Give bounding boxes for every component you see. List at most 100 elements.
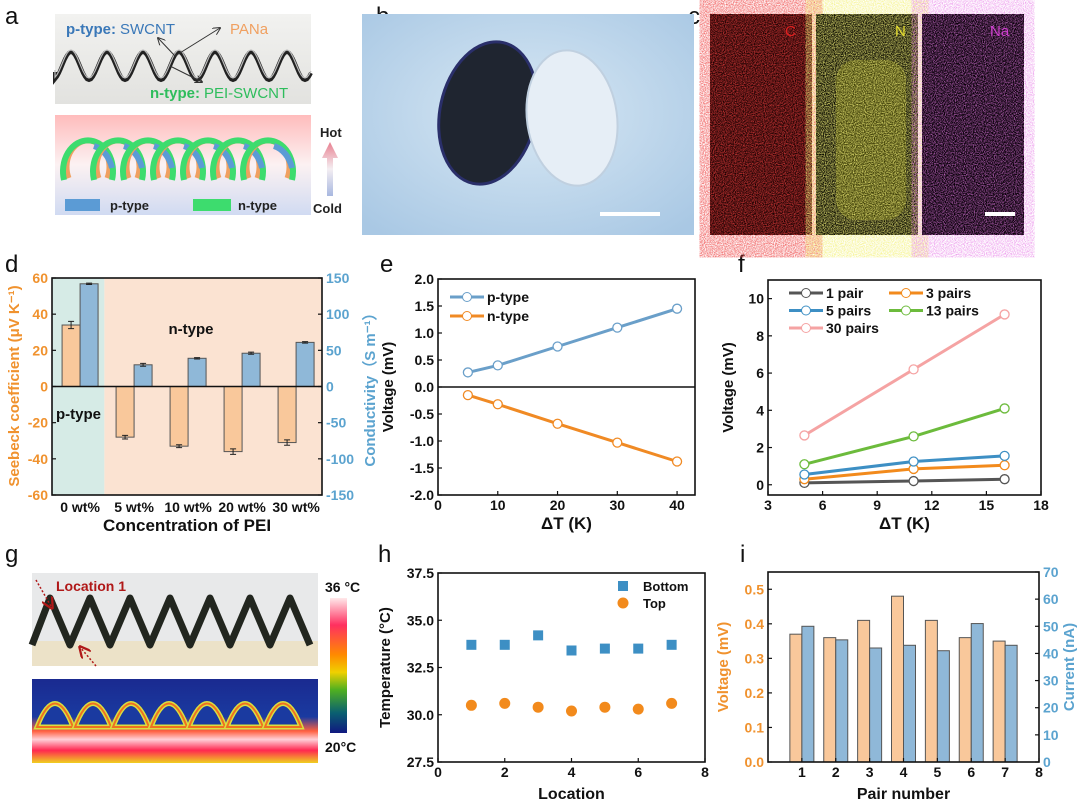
x-tick-label: 8 [701,764,709,780]
pointer-arrow [169,65,202,82]
y-tick-label: 30.0 [407,707,434,723]
x-tick-label: 20 [550,497,566,513]
eds-label-c: C [785,23,796,40]
legend-label: p-type [487,289,529,305]
x-tick-label: 18 [1033,497,1049,513]
voltage-bar [924,619,938,763]
voltage-bar [891,595,904,763]
y-tick-label: 0.0 [415,379,435,395]
y-tick-label: -20 [28,415,48,431]
p-type-layer [212,143,235,169]
y-axis-label: Voltage (mV) [720,342,737,433]
data-point-top [666,697,678,709]
colorbar-min-label: 20°C [325,739,356,755]
data-point [799,469,810,480]
data-point-top [632,703,644,715]
colorbar-max-label: 36 °C [325,579,360,595]
p-type-layer [272,143,295,169]
series-line-1-pair [804,477,1005,485]
legend-marker [617,597,629,609]
y-tick-label: 37.5 [407,565,434,581]
error-bar [230,448,237,455]
y-tick-label: 0.4 [745,616,765,632]
x-tick-label: 8 [1035,764,1043,780]
data-point [999,460,1010,471]
x-tick-label: 30 wt% [272,499,320,515]
data-point [908,364,919,375]
y-tick-label: 4 [756,402,764,418]
data-point-bottom [633,643,644,654]
x-tick-label: 30 [610,497,626,513]
panel-label-g: g [5,541,18,568]
x-tick-label: 6 [967,764,975,780]
pana-annotation: PANa [230,21,269,38]
y-tick-label: -60 [28,487,48,503]
legend-marker [618,581,628,591]
y-tick-label: 0 [1043,754,1051,770]
y-tick-label: -150 [326,487,354,503]
p-type-layer [92,143,115,169]
data-point [462,367,474,378]
scale-bar [600,212,660,216]
y-tick-label: 60 [1043,591,1059,607]
data-point [999,403,1010,414]
y-tick-label: 27.5 [407,754,434,770]
y-tick-label: -100 [326,451,354,467]
legend-label-n-type: n-type [238,198,277,213]
conductivity-bar [241,352,261,387]
data-point [552,418,563,429]
error-bar [302,341,309,344]
error-bar [68,320,75,330]
x-tick-label: 15 [979,497,995,513]
pointer-arrow [158,38,176,57]
data-point [908,475,919,487]
p-type-annotation: p-type [56,406,101,423]
x-tick-label: 0 [434,497,442,513]
data-point [908,456,919,467]
data-point [671,303,683,314]
conductivity-bar [187,357,207,388]
y-tick-label: 150 [326,270,350,286]
seebeck-bar [169,386,189,447]
legend-marker [801,323,811,333]
legend-marker [801,288,811,298]
n-type-material: PEI-SWCNT [204,85,288,102]
p-type-layer [152,143,175,169]
hot-cold-arrow-icon [322,142,338,196]
x-axis-label: ΔT (K) [541,514,592,533]
voltage-bar [958,637,972,763]
x-tick-label: 4 [900,764,908,780]
n-type-annotation: n-type: PEI-SWCNT [150,85,288,102]
panel-label-e: e [380,251,393,278]
x-tick-label: 10 wt% [164,499,212,515]
substrate [32,641,318,666]
y-tick-label: -50 [326,415,346,431]
panel-label-d: d [5,251,18,278]
y2-axis-label: Current (nA) [1061,623,1078,711]
seebeck-bar [223,386,243,453]
legend-label-p-type: p-type [110,198,149,213]
location-arrow-bottom [80,647,97,667]
y-tick-label: 0.5 [415,352,435,368]
y-tick-label: 0.0 [745,754,765,770]
error-bar [140,362,147,367]
voltage-bar [857,619,871,763]
x-tick-label: 5 [933,764,941,780]
current-bar [1004,644,1018,763]
y-tick-label: 2 [756,440,764,456]
y-tick-label: 20 [1043,700,1059,716]
legend-label: 5 pairs [826,303,871,319]
data-point-bottom [666,639,677,650]
x-tick-label: 7 [1001,764,1009,780]
legend-marker [462,311,472,321]
y-tick-label: 0 [756,477,764,493]
panel-label-h: h [378,541,391,568]
helix-device [28,594,314,649]
data-point-bottom [466,639,477,650]
error-bar [86,282,93,286]
data-point [612,437,623,448]
x-tick-label: 5 wt% [114,499,154,515]
y-axis-label: Seebeck coefficient (μV K⁻¹) [6,285,23,486]
y-axis-label: Temperature (°C) [377,607,394,728]
